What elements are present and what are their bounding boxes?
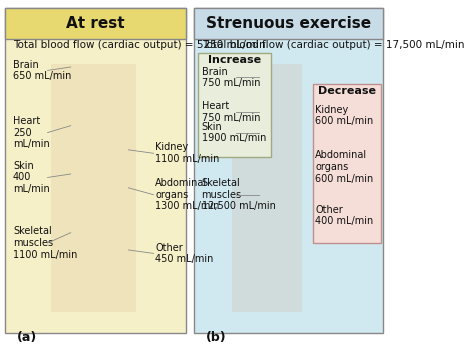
Text: Other
450 mL/min: Other 450 mL/min: [155, 243, 214, 264]
Text: At rest: At rest: [66, 16, 125, 31]
FancyBboxPatch shape: [232, 64, 302, 312]
Text: Heart
750 mL/min: Heart 750 mL/min: [201, 101, 260, 122]
Text: (b): (b): [205, 332, 226, 345]
Text: Kidney
1100 mL/min: Kidney 1100 mL/min: [155, 142, 220, 164]
Text: Decrease: Decrease: [318, 86, 376, 96]
Text: Abdominal
organs
1300 mL/min: Abdominal organs 1300 mL/min: [155, 178, 220, 211]
Text: Total blood flow (cardiac output) = 5250 mL/min: Total blood flow (cardiac output) = 5250…: [13, 40, 265, 49]
Text: Kidney
600 mL/min: Kidney 600 mL/min: [315, 104, 374, 126]
Text: Heart
250
mL/min: Heart 250 mL/min: [13, 116, 50, 149]
Text: Strenuous exercise: Strenuous exercise: [206, 16, 371, 31]
Text: Brain
750 mL/min: Brain 750 mL/min: [201, 66, 260, 88]
FancyBboxPatch shape: [194, 8, 383, 333]
Text: Skeletal
muscles
12,500 mL/min: Skeletal muscles 12,500 mL/min: [201, 178, 275, 211]
Text: Abdominal
organs
600 mL/min: Abdominal organs 600 mL/min: [315, 150, 374, 184]
Text: Other
400 mL/min: Other 400 mL/min: [315, 205, 374, 226]
Text: Total blood flow (cardiac output) = 17,500 mL/min: Total blood flow (cardiac output) = 17,5…: [201, 40, 464, 49]
Text: Brain
650 mL/min: Brain 650 mL/min: [13, 60, 71, 81]
Text: Skin
400
mL/min: Skin 400 mL/min: [13, 161, 50, 194]
FancyBboxPatch shape: [198, 53, 271, 157]
Text: (a): (a): [17, 332, 37, 345]
FancyBboxPatch shape: [5, 8, 186, 333]
Text: Increase: Increase: [208, 55, 261, 65]
Text: Skin
1900 mL/min: Skin 1900 mL/min: [201, 122, 266, 143]
FancyBboxPatch shape: [52, 64, 136, 312]
FancyBboxPatch shape: [313, 84, 381, 243]
FancyBboxPatch shape: [194, 8, 383, 39]
FancyBboxPatch shape: [5, 8, 186, 39]
Text: Skeletal
muscles
1100 mL/min: Skeletal muscles 1100 mL/min: [13, 227, 77, 260]
